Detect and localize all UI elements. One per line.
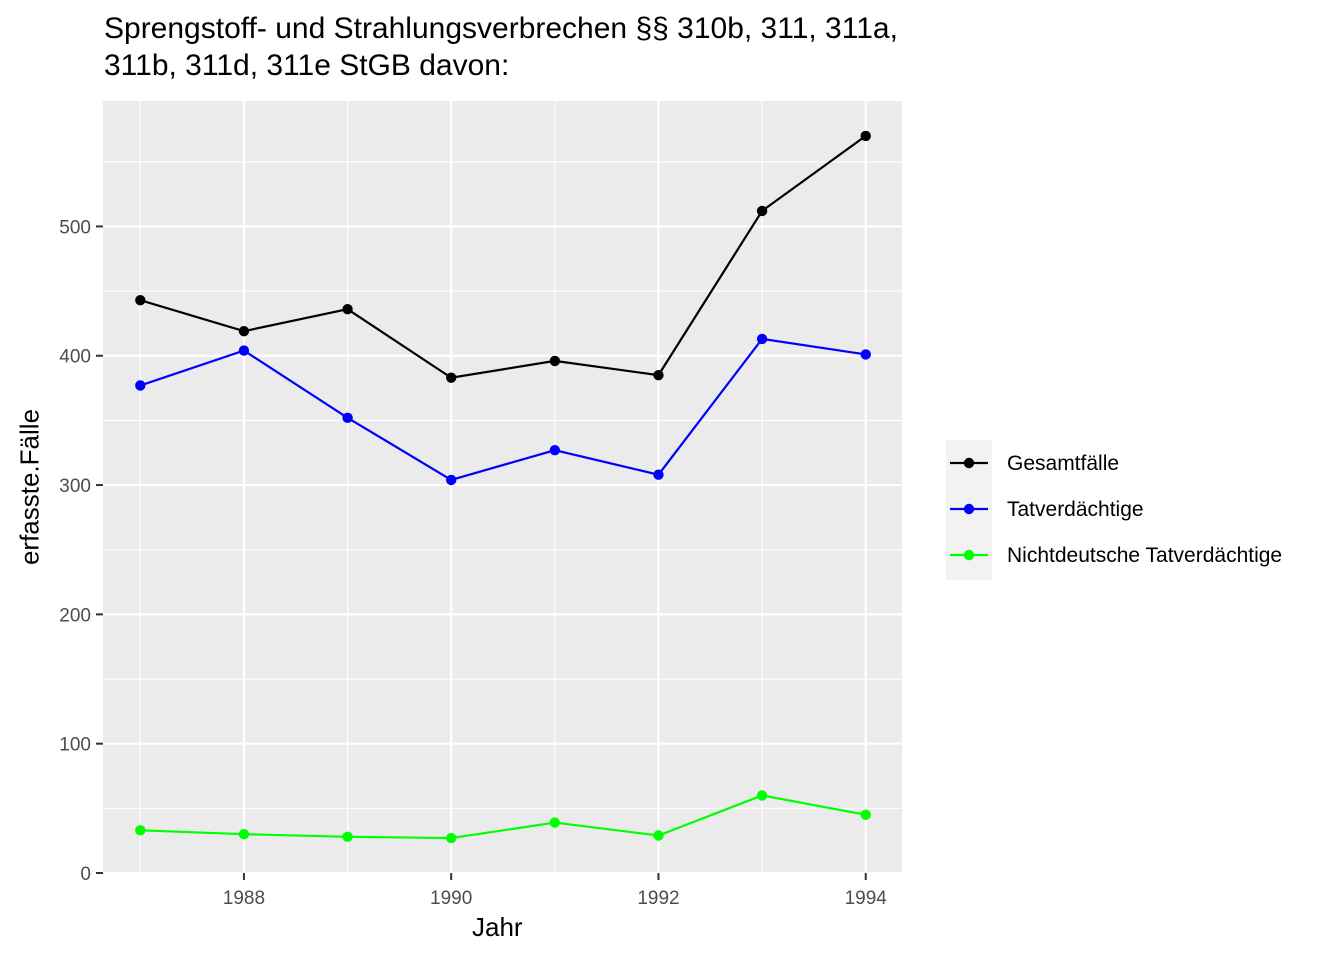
data-point [756,790,768,801]
data-point [756,205,768,217]
x-axis-title: Jahr [472,912,523,942]
x-tick-label: 1992 [637,888,679,909]
data-point [860,809,871,821]
series-line-0 [139,135,867,379]
legend-key-point [963,457,975,469]
chart-title-line-2: 311b, 311d, 311e StGB davon: [104,49,510,82]
x-tick-label: 1994 [845,888,888,909]
x-tick-label: 1990 [430,888,472,909]
y-tick-label: 300 [59,476,91,497]
data-point [342,412,353,424]
data-point [653,369,664,381]
legend-key-point [963,503,975,515]
data-point [549,355,561,367]
data-point [653,830,664,841]
legend: Gesamtfälle Tatverdächtige Nichtdeutsche T… [946,440,1282,580]
data-point [549,444,561,456]
y-tick-label: 100 [59,735,91,756]
data-point [446,474,457,486]
data-point [756,333,768,345]
legend-label: Nichtdeutsche Tatverdächtige [1007,544,1282,567]
data-point [342,831,353,842]
data-point [860,130,871,142]
legend-label: Tatverdächtige [1007,498,1144,521]
y-axis-title: erfasste.Fälle [14,408,45,566]
data-point [238,325,250,337]
data-point [342,303,353,315]
series-line-1 [139,337,866,482]
series-line-2 [140,794,866,840]
data-point [135,294,146,306]
y-tick-label: 500 [59,217,91,238]
y-tick-label: 400 [59,347,91,368]
data-point [653,469,664,480]
data-point [238,829,250,840]
y-tick-label: 200 [59,605,91,626]
plot-panel [103,101,902,873]
legend-key-point [963,549,975,561]
data-point [238,345,250,356]
x-tick-label: 1988 [223,888,265,909]
legend-label: Gesamtfälle [1007,452,1119,475]
chart-title-line-1: Sprengstoff- und Strahlungsverbrechen §§… [104,12,898,45]
y-tick-label: 0 [80,864,91,885]
data-point [446,372,457,383]
data-point [549,817,561,828]
data-point [446,832,457,844]
data-point [860,349,871,360]
data-point [135,380,146,391]
data-point [135,825,146,836]
